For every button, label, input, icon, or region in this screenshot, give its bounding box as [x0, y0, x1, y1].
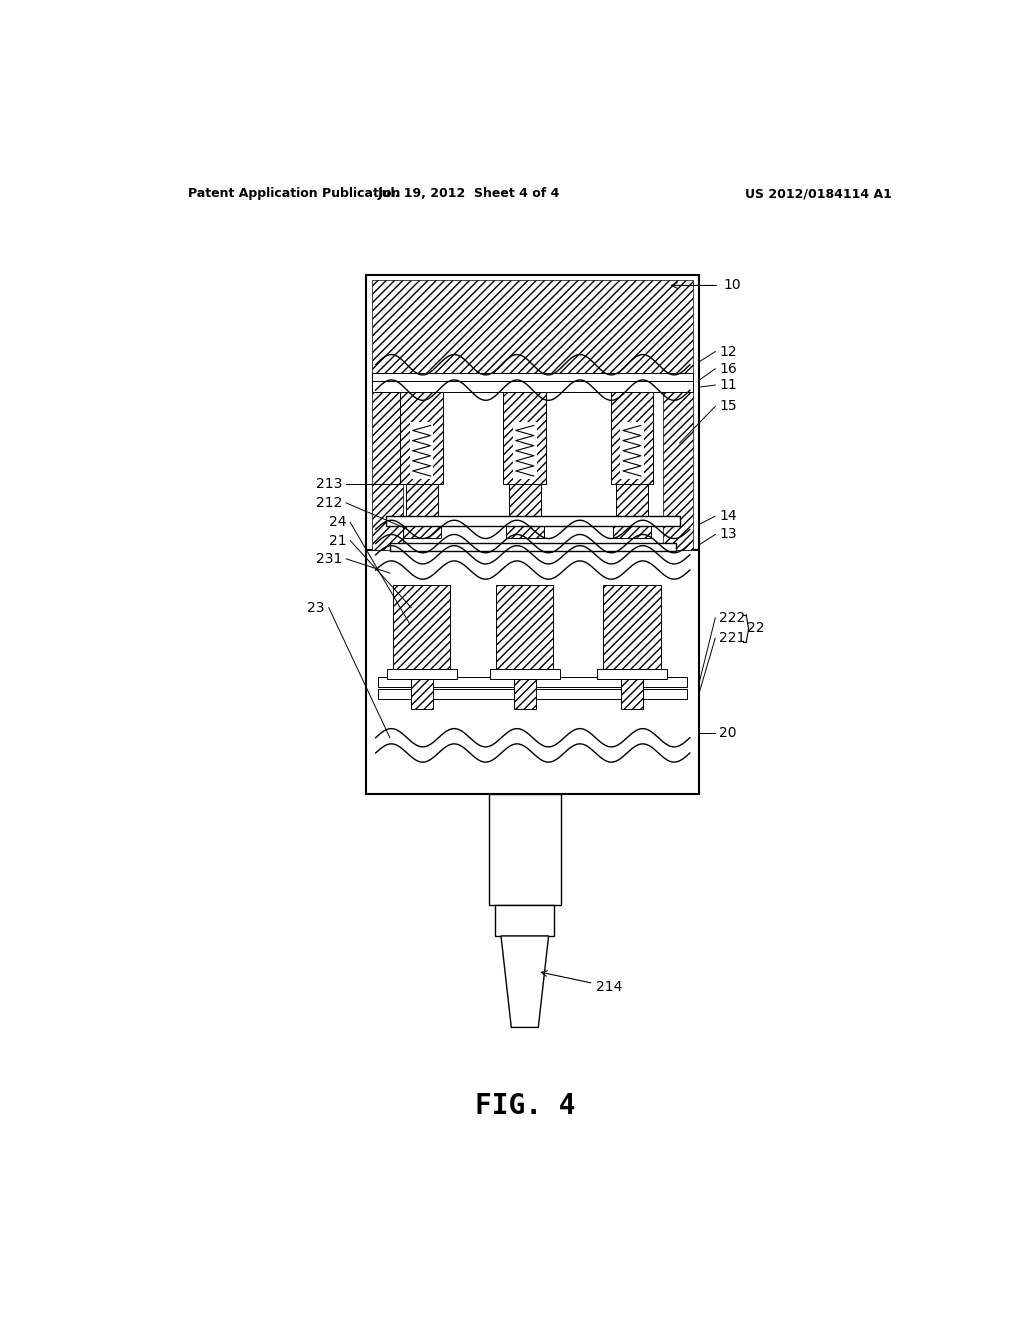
Text: 23: 23 [307, 601, 325, 615]
Bar [373, 381, 693, 392]
Bar [373, 378, 402, 549]
Bar [400, 392, 443, 483]
Bar [402, 527, 440, 537]
Text: 22: 22 [748, 620, 765, 635]
Text: 11: 11 [719, 378, 737, 392]
Text: 212: 212 [315, 496, 342, 510]
Bar [616, 483, 648, 516]
Bar [497, 585, 553, 669]
Bar [367, 276, 699, 549]
Bar [496, 906, 554, 936]
Text: Jul. 19, 2012  Sheet 4 of 4: Jul. 19, 2012 Sheet 4 of 4 [378, 187, 560, 201]
Bar [514, 678, 536, 709]
Bar [367, 549, 699, 793]
Bar [603, 585, 660, 669]
Bar [621, 678, 643, 709]
Bar [663, 378, 693, 549]
Bar [411, 678, 433, 709]
Text: FIG. 4: FIG. 4 [474, 1092, 575, 1119]
Bar [410, 422, 433, 479]
Text: 231: 231 [315, 552, 342, 566]
Bar [390, 543, 676, 550]
Bar [393, 585, 451, 669]
Bar [387, 669, 457, 678]
Bar [506, 527, 544, 537]
Text: 213: 213 [315, 477, 342, 491]
Bar [386, 516, 680, 527]
Bar [373, 372, 693, 381]
Bar [406, 483, 437, 516]
Text: 24: 24 [329, 515, 346, 529]
Bar [597, 669, 667, 678]
Text: 10: 10 [723, 279, 740, 293]
Text: 13: 13 [719, 528, 737, 541]
Bar [509, 483, 541, 516]
Bar [373, 280, 693, 378]
Bar [378, 689, 687, 700]
Bar [621, 422, 644, 479]
Text: Patent Application Publication: Patent Application Publication [187, 187, 400, 201]
Text: 214: 214 [542, 970, 623, 994]
Text: 12: 12 [719, 345, 737, 359]
Text: 16: 16 [719, 362, 737, 376]
Bar [610, 392, 653, 483]
Text: 221: 221 [719, 631, 745, 645]
Bar [489, 793, 560, 906]
Bar [378, 677, 687, 686]
Text: 14: 14 [719, 510, 737, 523]
Bar [513, 422, 537, 479]
Text: 20: 20 [719, 726, 736, 739]
Text: 15: 15 [719, 400, 737, 413]
Text: 21: 21 [329, 533, 346, 548]
Polygon shape [501, 936, 549, 1027]
Bar [613, 527, 651, 537]
Text: US 2012/0184114 A1: US 2012/0184114 A1 [745, 187, 892, 201]
Bar [504, 392, 546, 483]
Bar [489, 669, 560, 678]
Text: 222: 222 [719, 611, 745, 624]
